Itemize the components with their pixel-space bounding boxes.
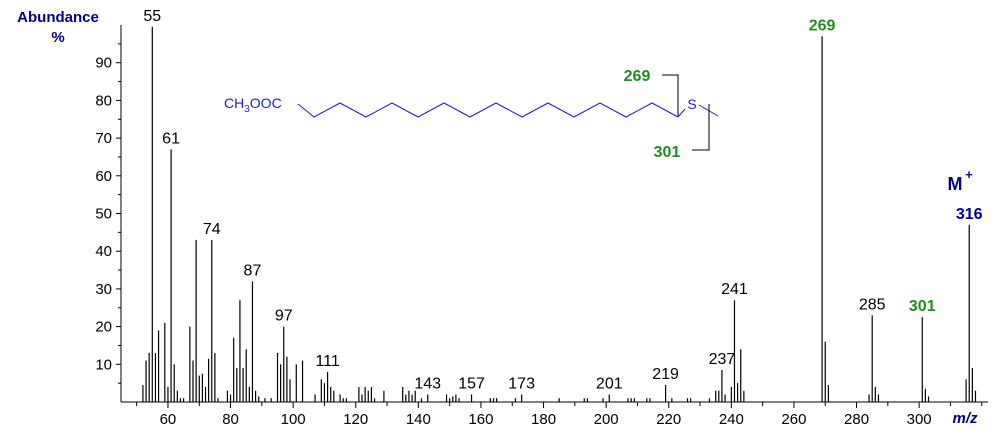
x-tick-label: 200	[594, 411, 619, 428]
x-tick-label: 260	[781, 411, 806, 428]
peak-label: 269	[809, 17, 836, 34]
peak-label: 301	[909, 298, 936, 315]
peak-label: 285	[859, 296, 886, 313]
peak-label: 219	[652, 366, 679, 383]
molecule-structure: CH3OOC S 269 301	[224, 68, 719, 161]
x-axis-title: m/z	[952, 410, 978, 427]
y-tick-label: 60	[95, 168, 112, 185]
peak-label: 237	[709, 351, 736, 368]
peak-label: 173	[508, 375, 535, 392]
x-tick-label: 300	[907, 411, 932, 428]
peak-labels: 55 61 74 87 97 111 143 157 173 201 219 237 241 269 285…	[143, 8, 982, 393]
peak-label: 111	[315, 353, 339, 370]
peak-label: 74	[203, 221, 221, 238]
cleavage-bracket-upper	[662, 74, 679, 116]
y-axis-title-line1: Abundance	[17, 9, 99, 26]
x-tick-label: 100	[281, 411, 306, 428]
peak-label: 157	[458, 375, 485, 392]
peak-label: 201	[596, 375, 623, 392]
y-axis-ticks: 10 20 30 40 50 60 70 80 90	[95, 43, 121, 384]
ester-group-label: CH3OOC	[224, 95, 282, 115]
peak-label: 143	[414, 375, 441, 392]
spectrum-peaks	[142, 26, 977, 402]
sulfur-atom-label: S	[687, 96, 696, 112]
peak-label: 61	[162, 130, 180, 147]
x-axis-ticks: 60 80 100 120 140 160 180 200 220 240 260 280 300	[136, 402, 983, 428]
y-tick-label: 70	[95, 130, 112, 147]
y-tick-label: 40	[95, 243, 112, 260]
cleavage-bracket-lower	[692, 104, 710, 151]
alkyl-chain	[297, 102, 679, 118]
peak-label: 97	[275, 308, 293, 325]
y-tick-label: 80	[95, 92, 112, 109]
thioether-bond-left	[677, 108, 686, 118]
axes-layer	[120, 25, 988, 403]
peak-label: 55	[143, 8, 161, 25]
x-tick-label: 120	[343, 411, 368, 428]
y-tick-label: 10	[95, 356, 112, 373]
fragment-label-lower: 301	[654, 144, 681, 161]
fragment-label-upper: 269	[624, 68, 651, 85]
molecular-ion-charge: +	[965, 167, 973, 182]
x-tick-label: 240	[719, 411, 744, 428]
x-tick-label: 180	[531, 411, 556, 428]
x-tick-label: 140	[406, 411, 431, 428]
x-tick-label: 60	[160, 411, 177, 428]
molecular-ion-label: M +	[948, 167, 974, 194]
peak-label: 316	[956, 206, 983, 223]
peak-label: 241	[721, 281, 748, 298]
peak-label: 87	[244, 262, 262, 279]
y-tick-label: 50	[95, 206, 112, 223]
y-axis-title-line2: %	[51, 29, 64, 46]
y-tick-label: 90	[95, 55, 112, 72]
y-tick-label: 20	[95, 319, 112, 336]
x-tick-label: 80	[222, 411, 239, 428]
x-tick-label: 160	[468, 411, 493, 428]
x-tick-label: 280	[844, 411, 869, 428]
molecular-ion-symbol: M	[948, 174, 963, 194]
y-tick-label: 30	[95, 281, 112, 298]
x-tick-label: 220	[656, 411, 681, 428]
